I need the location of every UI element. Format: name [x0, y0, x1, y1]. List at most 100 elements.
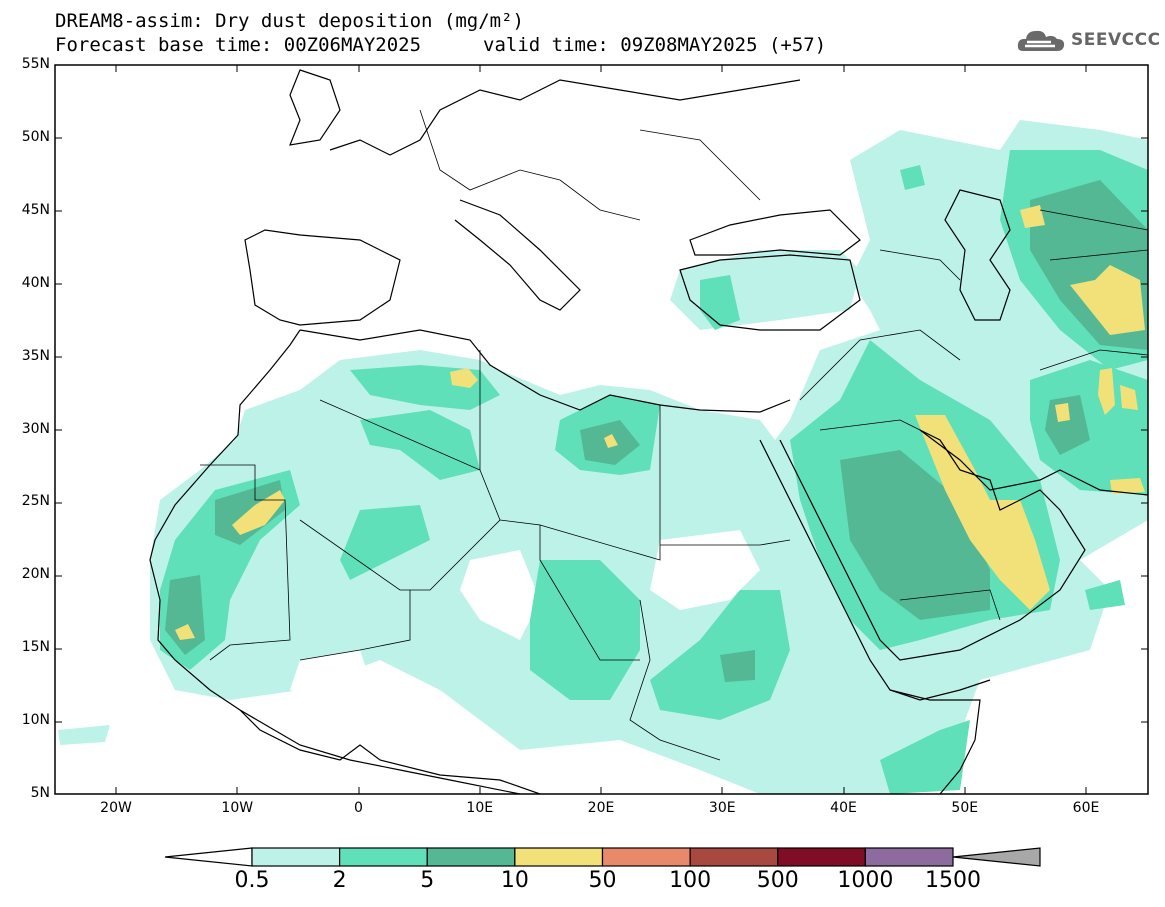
coastlines [149, 69, 1148, 794]
colorbar-box [864, 847, 954, 867]
longitude-label: 10E [466, 800, 494, 816]
longitude-label: 50E [951, 800, 979, 816]
border-central-europe [419, 109, 641, 221]
border-saudi-north [819, 419, 921, 431]
dust-region-veryhigh [1020, 205, 1045, 228]
dust-region-veryhigh [1070, 265, 1145, 335]
coastline-west-africa-south [239, 709, 541, 794]
clear-area-west [290, 650, 370, 700]
longitude-label: 0 [354, 800, 363, 816]
valid-time: valid time: 09Z08MAY2025 (+57) [483, 34, 827, 56]
colorbar-threshold-label: 0.5 [234, 868, 270, 893]
forecast-base-time: Forecast base time: 00Z06MAY2025 [55, 34, 422, 56]
border-kazakhstan [1039, 209, 1148, 231]
coastline-iberia [244, 229, 401, 326]
dust-region-medium [340, 505, 430, 580]
dust-region-high [165, 575, 205, 655]
coastline-africa-west [149, 329, 521, 794]
dust-region-medium [1085, 580, 1125, 610]
colorbar-threshold-label: 10 [500, 868, 529, 893]
colorbar [164, 847, 1041, 867]
latitude-label: 55N [21, 56, 50, 72]
coastline-uk [289, 69, 341, 146]
dust-region-veryhigh [1055, 403, 1070, 422]
coastline-turkey [679, 254, 861, 331]
coastline-horn [889, 689, 981, 794]
dust-region-veryhigh [232, 490, 285, 535]
country-borders [200, 109, 1148, 761]
border-mauritania [200, 464, 291, 661]
dust-region-light-west [58, 725, 110, 745]
dust-field [58, 120, 1148, 794]
colorbar-box [426, 847, 516, 867]
coastline-europe-north [329, 79, 801, 156]
logo-text: SEEVCCC [1071, 30, 1161, 50]
coastline-black-sea [689, 209, 861, 256]
latitude-label: 40N [21, 274, 50, 291]
border-iraq [799, 329, 961, 401]
map-title: DREAM8-assim: Dry dust deposition (mg/m²… [55, 10, 524, 32]
longitude-label: 20E [587, 800, 615, 816]
border-sudan [629, 599, 721, 761]
latitude-label: 45N [21, 201, 50, 218]
border-yemen [899, 589, 1001, 621]
colorbar-threshold-label: 2 [332, 868, 347, 893]
colorbar-threshold-label: 5 [420, 868, 435, 893]
latitude-label: 15N [21, 639, 50, 656]
colorbar-box [251, 847, 341, 867]
dust-region-veryhigh [915, 415, 1050, 610]
seevccc-logo: SEEVCCC [1015, 25, 1161, 55]
longitude-label: 30E [708, 800, 736, 816]
coastline-red-sea [759, 439, 991, 701]
latitude-label: 10N [21, 712, 50, 729]
dust-region-veryhigh [604, 434, 618, 448]
dust-region-veryhigh [1098, 368, 1115, 415]
longitude-label: 40E [830, 800, 857, 816]
colorbar-left-arrow [164, 847, 253, 867]
coastline-caspian [944, 189, 1011, 321]
dust-region-medium [360, 410, 480, 480]
longitude-label: 10W [221, 800, 254, 816]
dust-region-veryhigh [450, 368, 478, 388]
latitude-label: 25N [21, 493, 50, 510]
colorbar-right-arrow [952, 847, 1041, 867]
cloud-icon [1017, 30, 1065, 51]
latitude-label: 50N [21, 128, 50, 145]
colorbar-box [601, 847, 691, 867]
dust-region-medium [900, 165, 925, 190]
border-eastern-europe [639, 129, 761, 201]
colorbar-box [689, 847, 779, 867]
coastline-mediterranean-south [299, 329, 791, 413]
longitude-label: 60E [1072, 800, 1100, 816]
border-iran [1039, 349, 1148, 371]
border-egypt-sudan [660, 539, 791, 546]
longitude-label: 20W [100, 800, 132, 816]
border-niger-chad [499, 519, 640, 661]
border-central-asia [1049, 249, 1148, 261]
coastline-italy [454, 199, 581, 311]
clear-area-sahara [460, 550, 540, 640]
latitude-label: 35N [21, 347, 50, 364]
dust-region-medium [880, 720, 970, 794]
latitude-label: 30N [21, 420, 50, 437]
clear-area-sudan [650, 530, 760, 610]
colorbar-threshold-label: 50 [588, 868, 617, 893]
border-caucasus [879, 249, 961, 281]
dust-region-veryhigh [1120, 385, 1138, 410]
latitude-label: 20N [21, 566, 50, 583]
border-mali [299, 590, 411, 661]
dust-region-high [720, 650, 755, 682]
dust-region-medium [530, 560, 640, 700]
axis-ticks [55, 64, 1148, 795]
dust-region-high [840, 450, 990, 620]
colorbar-threshold-label: 500 [756, 868, 799, 893]
dust-region-medium [1030, 360, 1148, 495]
latitude-label: 5N [30, 785, 50, 801]
coastline-persian-gulf [919, 429, 1148, 496]
colorbar-threshold-label: 1000 [837, 868, 894, 893]
dust-region-veryhigh [1110, 478, 1145, 494]
border-libya-egypt [539, 405, 661, 561]
colorbar-threshold-label: 100 [669, 868, 712, 893]
colorbar-box [339, 847, 428, 867]
